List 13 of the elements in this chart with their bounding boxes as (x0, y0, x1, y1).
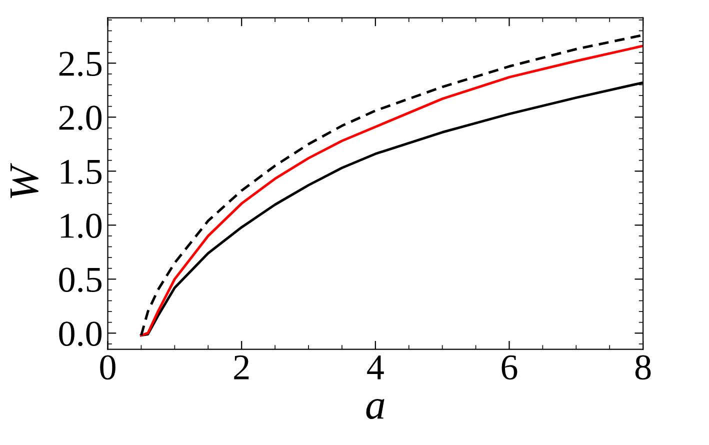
x-tick-label: 0 (100, 355, 116, 380)
x-tick-label: 2 (234, 355, 249, 380)
y-tick-label: 1.5 (60, 160, 102, 184)
y-tick-label: 2.0 (59, 106, 102, 130)
x-tick-label: 6 (502, 355, 518, 380)
y-tick-label: 0.5 (59, 268, 102, 292)
y-tick-label: 2.5 (59, 52, 102, 76)
y-tick-label: 0.0 (59, 322, 102, 346)
x-axis-title: a (366, 399, 384, 420)
y-axis-title: W (10, 163, 38, 198)
y-tick-label: 1.0 (60, 214, 102, 238)
x-tick-label: 4 (367, 355, 384, 380)
x-tick-label: 8 (635, 355, 651, 380)
